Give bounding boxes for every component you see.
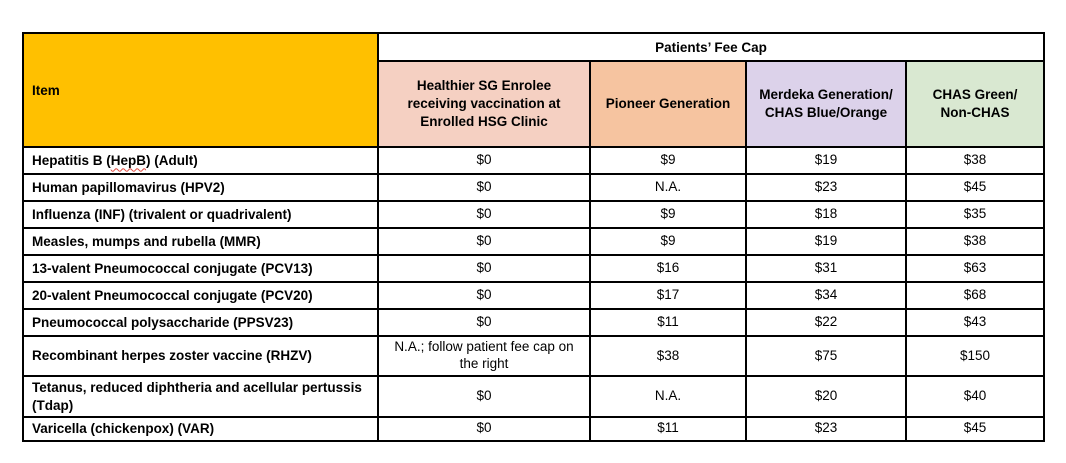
value-cell: N.A.; follow patient fee cap on the righ… — [377, 335, 591, 377]
value-cell: $17 — [589, 281, 747, 310]
column-header-pioneer-generation: Pioneer Generation — [589, 60, 747, 148]
table-header: Item Patients’ Fee Cap Healthier SG Enro… — [22, 32, 1046, 148]
value-cell: $11 — [589, 416, 747, 442]
item-cell: Recombinant herpes zoster vaccine (RHZV) — [22, 335, 379, 377]
item-cell: Varicella (chickenpox) (VAR) — [22, 416, 379, 442]
value-cell: $35 — [904, 200, 1046, 229]
value-cell: $23 — [745, 173, 907, 202]
value-cell: $63 — [904, 254, 1046, 283]
table-row: Varicella (chickenpox) (VAR) $0 $11 $23 $45 — [22, 416, 1046, 442]
value-cell: $45 — [904, 173, 1046, 202]
value-cell: $40 — [904, 374, 1046, 419]
value-cell: $18 — [745, 200, 907, 229]
item-cell: 13-valent Pneumococcal conjugate (PCV13) — [22, 254, 379, 283]
value-cell: $16 — [589, 254, 747, 283]
column-header-row: Healthier SG Enrolee receiving vaccinati… — [23, 60, 1046, 148]
item-cell: Tetanus, reduced diphtheria and acellula… — [22, 374, 379, 419]
fee-cap-header-row: Item Patients’ Fee Cap — [22, 32, 1046, 148]
value-cell: $68 — [904, 281, 1046, 310]
value-cell: $9 — [589, 227, 747, 256]
value-cell: $0 — [377, 281, 591, 310]
item-cell: 20-valent Pneumococcal conjugate (PCV20) — [22, 281, 379, 310]
value-cell: $19 — [745, 146, 907, 175]
value-cell: $0 — [377, 200, 591, 229]
value-cell: $0 — [377, 416, 591, 442]
column-header-merdeka-generation-chas-blue-orange: Merdeka Generation/ CHAS Blue/Orange — [745, 60, 907, 148]
value-cell: $38 — [904, 227, 1046, 256]
value-cell: $23 — [745, 416, 907, 442]
table-body: Hepatitis B (HepB) (Adult) $0 $9 $19 $38 Huma… — [22, 146, 1046, 442]
item-cell: Pneumococcal polysaccharide (PPSV23) — [22, 308, 379, 337]
value-cell: $19 — [745, 227, 907, 256]
value-cell: $9 — [589, 146, 747, 175]
item-cell: Measles, mumps and rubella (MMR) — [22, 227, 379, 256]
value-cell: $22 — [745, 308, 907, 337]
table-row: Pneumococcal polysaccharide (PPSV23) $0 $1… — [22, 308, 1046, 337]
value-cell: $34 — [745, 281, 907, 310]
value-cell: $45 — [904, 416, 1046, 442]
value-cell: $0 — [377, 374, 591, 419]
value-cell: $0 — [377, 308, 591, 337]
item-cell: Human papillomavirus (HPV2) — [22, 173, 379, 202]
item-cell: Influenza (INF) (trivalent or quadrivale… — [22, 200, 379, 229]
table-row: Hepatitis B (HepB) (Adult) $0 $9 $19 $38 — [22, 146, 1046, 175]
table-row: Influenza (INF) (trivalent or quadrivale… — [22, 200, 1046, 229]
table-row: 20-valent Pneumococcal conjugate (PCV20)… — [22, 281, 1046, 310]
value-cell: $0 — [377, 227, 591, 256]
value-cell: $31 — [745, 254, 907, 283]
patients-fee-cap-header: Patients’ Fee Cap — [376, 32, 1046, 62]
value-cell: $11 — [589, 308, 747, 337]
value-cell: $0 — [377, 146, 591, 175]
value-cell: $0 — [377, 173, 591, 202]
value-cell: $38 — [904, 146, 1046, 175]
value-cell: N.A. — [589, 374, 747, 419]
item-cell: Hepatitis B (HepB) (Adult) — [22, 146, 379, 175]
table-row: Human papillomavirus (HPV2) $0 N.A. $23 $45 — [22, 173, 1046, 202]
value-cell: $9 — [589, 200, 747, 229]
value-cell: $150 — [904, 335, 1046, 377]
table-row: Tetanus, reduced diphtheria and acellula… — [22, 374, 1046, 419]
column-header-hsg-enrolee: Healthier SG Enrolee receiving vaccinati… — [377, 60, 591, 148]
table-row: Recombinant herpes zoster vaccine (RHZV)… — [22, 335, 1046, 377]
value-cell: $20 — [745, 374, 907, 419]
value-cell: $75 — [745, 335, 907, 377]
table-row: Measles, mumps and rubella (MMR) $0 $9 $19 $… — [22, 227, 1046, 256]
vaccine-fee-cap-table: Item Patients’ Fee Cap Healthier SG Enro… — [22, 32, 1046, 442]
column-header-chas-green-non-chas: CHAS Green/ Non-CHAS — [904, 60, 1046, 148]
value-cell: $0 — [377, 254, 591, 283]
value-cell: $43 — [904, 308, 1046, 337]
value-cell: $38 — [589, 335, 747, 377]
item-column-header: Item — [22, 32, 379, 148]
misspelled-word: HepB — [110, 152, 147, 168]
value-cell: N.A. — [589, 173, 747, 202]
table-row: 13-valent Pneumococcal conjugate (PCV13)… — [22, 254, 1046, 283]
